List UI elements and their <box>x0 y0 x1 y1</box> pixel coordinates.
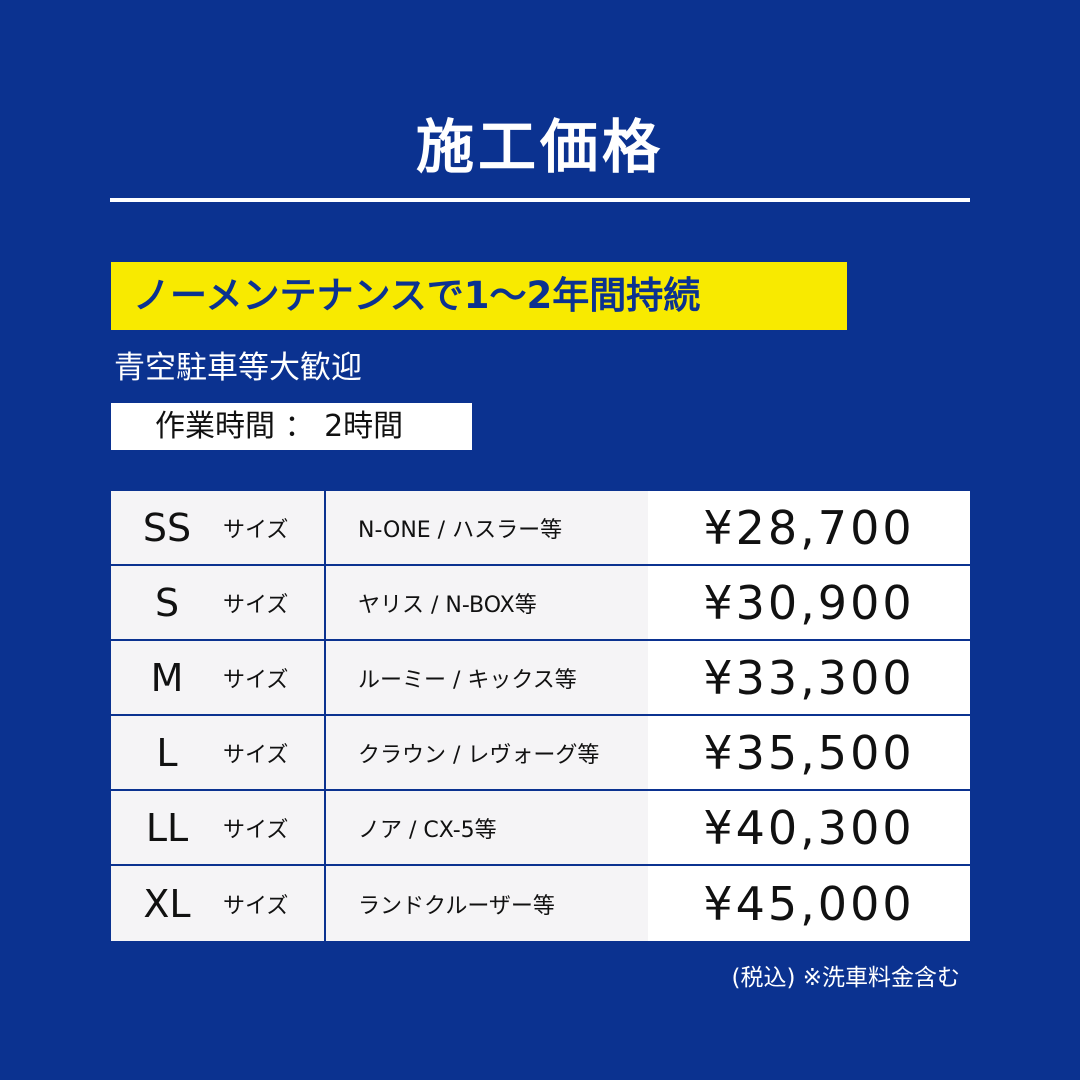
table-row: S サイズ ヤリス / N-BOX等 ¥30,900 <box>111 566 970 641</box>
size-cell: LL サイズ <box>111 791 326 864</box>
table-row: SS サイズ N-ONE / ハスラー等 ¥28,700 <box>111 491 970 566</box>
car-examples: ノア / CX-5等 <box>326 791 648 864</box>
price: ¥35,500 <box>648 716 970 789</box>
car-examples: ランドクルーザー等 <box>326 866 648 941</box>
size-label: LL <box>145 805 189 850</box>
tax-note: (税込) ※洗車料金含む <box>731 965 960 991</box>
price: ¥45,000 <box>648 866 970 941</box>
car-examples: ヤリス / N-BOX等 <box>326 566 648 639</box>
table-row: M サイズ ルーミー / キックス等 ¥33,300 <box>111 641 970 716</box>
price: ¥40,300 <box>648 791 970 864</box>
title-divider <box>110 198 970 202</box>
table-row: XL サイズ ランドクルーザー等 ¥45,000 <box>111 866 970 941</box>
size-suffix: サイズ <box>223 742 289 768</box>
size-label: M <box>150 655 184 700</box>
highlight-banner: ノーメンテナンスで1～2年間持続 <box>111 262 847 330</box>
size-suffix: サイズ <box>223 592 289 618</box>
price: ¥30,900 <box>648 566 970 639</box>
size-suffix: サイズ <box>223 517 289 543</box>
price-table: SS サイズ N-ONE / ハスラー等 ¥28,700 S サイズ ヤリス / N-BOX… <box>111 491 970 941</box>
page-title: 施工価格 <box>415 113 664 181</box>
car-examples: ルーミー / キックス等 <box>326 641 648 714</box>
size-suffix: サイズ <box>223 893 289 919</box>
size-label: S <box>154 580 180 625</box>
price: ¥33,300 <box>648 641 970 714</box>
size-cell: L サイズ <box>111 716 326 789</box>
car-examples: N-ONE / ハスラー等 <box>326 491 648 564</box>
size-cell: S サイズ <box>111 566 326 639</box>
table-row: LL サイズ ノア / CX-5等 ¥40,300 <box>111 791 970 866</box>
size-suffix: サイズ <box>223 667 289 693</box>
size-cell: XL サイズ <box>111 866 326 941</box>
size-cell: SS サイズ <box>111 491 326 564</box>
price: ¥28,700 <box>648 491 970 564</box>
subtitle: 青空駐車等大歓迎 <box>114 350 362 386</box>
table-row: L サイズ クラウン / レヴォーグ等 ¥35,500 <box>111 716 970 791</box>
size-label: SS <box>142 505 192 550</box>
work-time-box: 作業時間 ： 2時間 <box>111 403 472 450</box>
size-label: XL <box>143 881 191 926</box>
size-cell: M サイズ <box>111 641 326 714</box>
size-suffix: サイズ <box>223 817 289 843</box>
car-examples: クラウン / レヴォーグ等 <box>326 716 648 789</box>
size-label: L <box>156 730 178 775</box>
